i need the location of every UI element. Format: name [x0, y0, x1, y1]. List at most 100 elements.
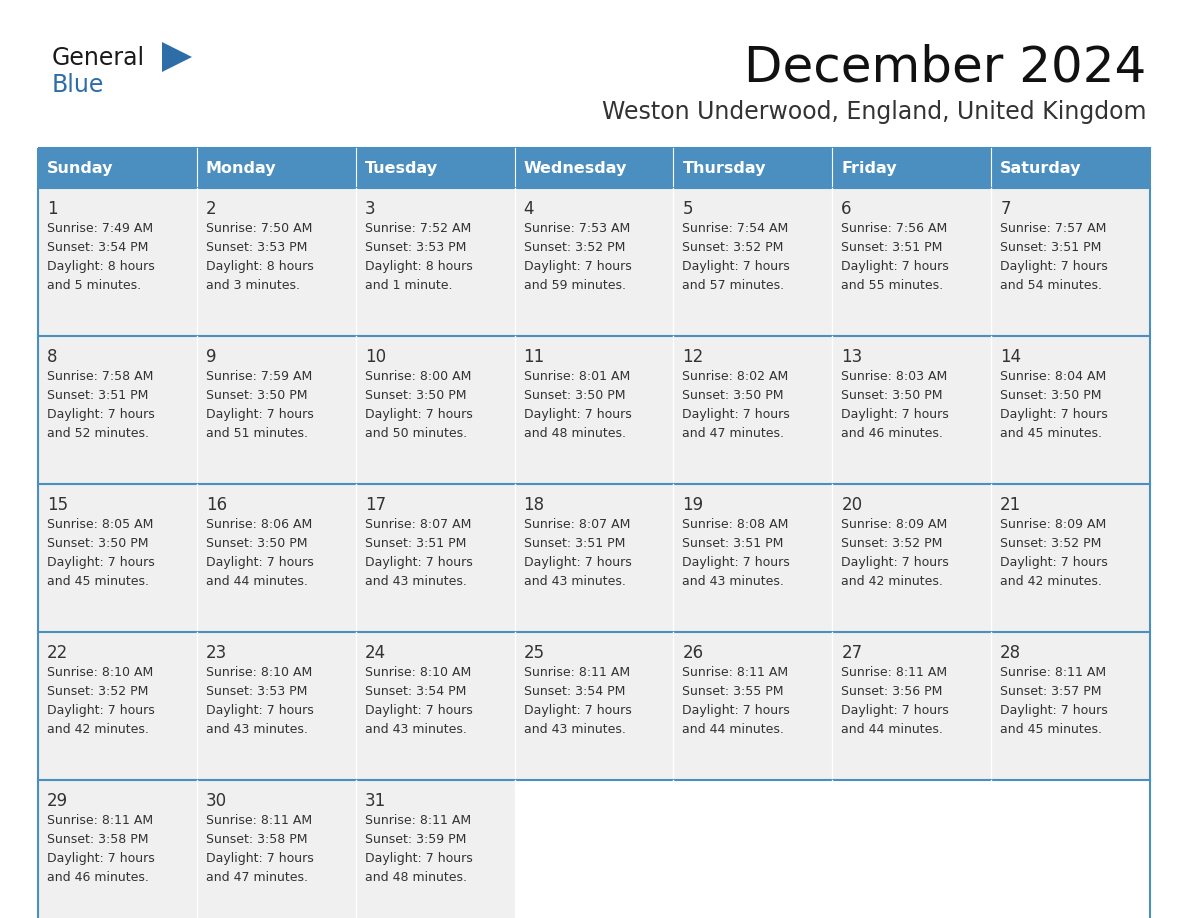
Text: Sunrise: 8:02 AM: Sunrise: 8:02 AM [682, 370, 789, 383]
Text: Sunset: 3:51 PM: Sunset: 3:51 PM [365, 537, 466, 550]
Text: 6: 6 [841, 200, 852, 218]
Text: and 46 minutes.: and 46 minutes. [48, 871, 148, 884]
Text: Daylight: 7 hours: Daylight: 7 hours [365, 852, 473, 865]
Text: Sunrise: 7:56 AM: Sunrise: 7:56 AM [841, 222, 948, 235]
Text: Sunday: Sunday [48, 161, 114, 175]
Text: and 52 minutes.: and 52 minutes. [48, 427, 148, 440]
Bar [514, 188, 674, 336]
Text: and 43 minutes.: and 43 minutes. [524, 575, 625, 588]
Text: 30: 30 [206, 792, 227, 810]
Text: Sunset: 3:51 PM: Sunset: 3:51 PM [48, 389, 148, 402]
Text: Weston Underwood, England, United Kingdom: Weston Underwood, England, United Kingdo… [601, 100, 1146, 124]
Text: 14: 14 [1000, 348, 1022, 366]
Text: Sunrise: 8:11 AM: Sunrise: 8:11 AM [524, 666, 630, 679]
Bar [514, 780, 674, 918]
Text: and 54 minutes.: and 54 minutes. [1000, 279, 1102, 292]
Text: Daylight: 7 hours: Daylight: 7 hours [206, 408, 314, 421]
Bar [991, 336, 1150, 484]
Bar [833, 484, 991, 632]
Text: and 42 minutes.: and 42 minutes. [48, 723, 148, 736]
Text: Sunset: 3:52 PM: Sunset: 3:52 PM [1000, 537, 1101, 550]
Text: and 43 minutes.: and 43 minutes. [682, 575, 784, 588]
Bar [197, 632, 355, 780]
Bar [991, 484, 1150, 632]
Bar [355, 632, 514, 780]
Text: and 57 minutes.: and 57 minutes. [682, 279, 784, 292]
Text: Sunset: 3:53 PM: Sunset: 3:53 PM [365, 241, 466, 254]
Text: Sunrise: 7:58 AM: Sunrise: 7:58 AM [48, 370, 153, 383]
Text: 23: 23 [206, 644, 227, 662]
Bar [38, 148, 1150, 918]
Text: Sunset: 3:50 PM: Sunset: 3:50 PM [206, 389, 308, 402]
Text: 8: 8 [48, 348, 57, 366]
Text: Daylight: 7 hours: Daylight: 7 hours [524, 408, 631, 421]
Text: Monday: Monday [206, 161, 277, 175]
Text: Sunset: 3:57 PM: Sunset: 3:57 PM [1000, 685, 1101, 698]
Text: Daylight: 7 hours: Daylight: 7 hours [682, 408, 790, 421]
Bar [514, 336, 674, 484]
Bar [833, 188, 991, 336]
Bar [833, 632, 991, 780]
Text: 1: 1 [48, 200, 58, 218]
Bar [355, 188, 514, 336]
Bar [674, 188, 833, 336]
Bar [514, 632, 674, 780]
Text: Sunset: 3:54 PM: Sunset: 3:54 PM [524, 685, 625, 698]
Text: and 50 minutes.: and 50 minutes. [365, 427, 467, 440]
Text: Sunset: 3:50 PM: Sunset: 3:50 PM [841, 389, 943, 402]
Text: 27: 27 [841, 644, 862, 662]
Text: Sunrise: 7:53 AM: Sunrise: 7:53 AM [524, 222, 630, 235]
Text: 11: 11 [524, 348, 545, 366]
Polygon shape [162, 42, 192, 72]
Text: and 45 minutes.: and 45 minutes. [1000, 723, 1102, 736]
Text: Sunset: 3:54 PM: Sunset: 3:54 PM [48, 241, 148, 254]
Text: Friday: Friday [841, 161, 897, 175]
Text: 22: 22 [48, 644, 68, 662]
Text: Sunrise: 7:49 AM: Sunrise: 7:49 AM [48, 222, 153, 235]
Text: Sunrise: 8:05 AM: Sunrise: 8:05 AM [48, 518, 153, 531]
Bar [355, 484, 514, 632]
Text: 12: 12 [682, 348, 703, 366]
Bar [833, 336, 991, 484]
Text: and 43 minutes.: and 43 minutes. [206, 723, 308, 736]
Text: 20: 20 [841, 496, 862, 514]
Text: and 51 minutes.: and 51 minutes. [206, 427, 308, 440]
Text: Sunrise: 8:11 AM: Sunrise: 8:11 AM [365, 814, 470, 827]
Text: Sunrise: 8:11 AM: Sunrise: 8:11 AM [48, 814, 153, 827]
Text: 26: 26 [682, 644, 703, 662]
Text: Sunrise: 8:11 AM: Sunrise: 8:11 AM [682, 666, 789, 679]
Text: Daylight: 7 hours: Daylight: 7 hours [206, 704, 314, 717]
Text: and 42 minutes.: and 42 minutes. [841, 575, 943, 588]
Text: Sunset: 3:52 PM: Sunset: 3:52 PM [841, 537, 942, 550]
Text: Sunrise: 8:11 AM: Sunrise: 8:11 AM [841, 666, 947, 679]
Text: Sunset: 3:53 PM: Sunset: 3:53 PM [206, 685, 308, 698]
Text: 4: 4 [524, 200, 535, 218]
Bar [197, 780, 355, 918]
Bar [991, 632, 1150, 780]
Text: Daylight: 7 hours: Daylight: 7 hours [682, 260, 790, 273]
Text: Daylight: 7 hours: Daylight: 7 hours [1000, 704, 1108, 717]
Text: and 47 minutes.: and 47 minutes. [206, 871, 308, 884]
Text: Sunset: 3:50 PM: Sunset: 3:50 PM [1000, 389, 1101, 402]
Text: Daylight: 7 hours: Daylight: 7 hours [524, 556, 631, 569]
Text: Sunrise: 8:09 AM: Sunrise: 8:09 AM [841, 518, 948, 531]
Text: Sunset: 3:59 PM: Sunset: 3:59 PM [365, 833, 466, 846]
Text: and 47 minutes.: and 47 minutes. [682, 427, 784, 440]
Text: and 55 minutes.: and 55 minutes. [841, 279, 943, 292]
Text: Sunrise: 8:04 AM: Sunrise: 8:04 AM [1000, 370, 1106, 383]
Text: Daylight: 7 hours: Daylight: 7 hours [1000, 260, 1108, 273]
Text: and 45 minutes.: and 45 minutes. [1000, 427, 1102, 440]
Text: Daylight: 7 hours: Daylight: 7 hours [841, 556, 949, 569]
Text: Sunrise: 7:57 AM: Sunrise: 7:57 AM [1000, 222, 1106, 235]
Text: Sunset: 3:50 PM: Sunset: 3:50 PM [365, 389, 466, 402]
Bar [674, 780, 833, 918]
Text: and 1 minute.: and 1 minute. [365, 279, 453, 292]
Bar [38, 188, 197, 336]
Text: and 3 minutes.: and 3 minutes. [206, 279, 299, 292]
Text: 9: 9 [206, 348, 216, 366]
Bar [197, 484, 355, 632]
Text: Sunset: 3:56 PM: Sunset: 3:56 PM [841, 685, 942, 698]
Text: Daylight: 7 hours: Daylight: 7 hours [1000, 556, 1108, 569]
Text: 15: 15 [48, 496, 68, 514]
Text: Sunrise: 8:07 AM: Sunrise: 8:07 AM [365, 518, 472, 531]
